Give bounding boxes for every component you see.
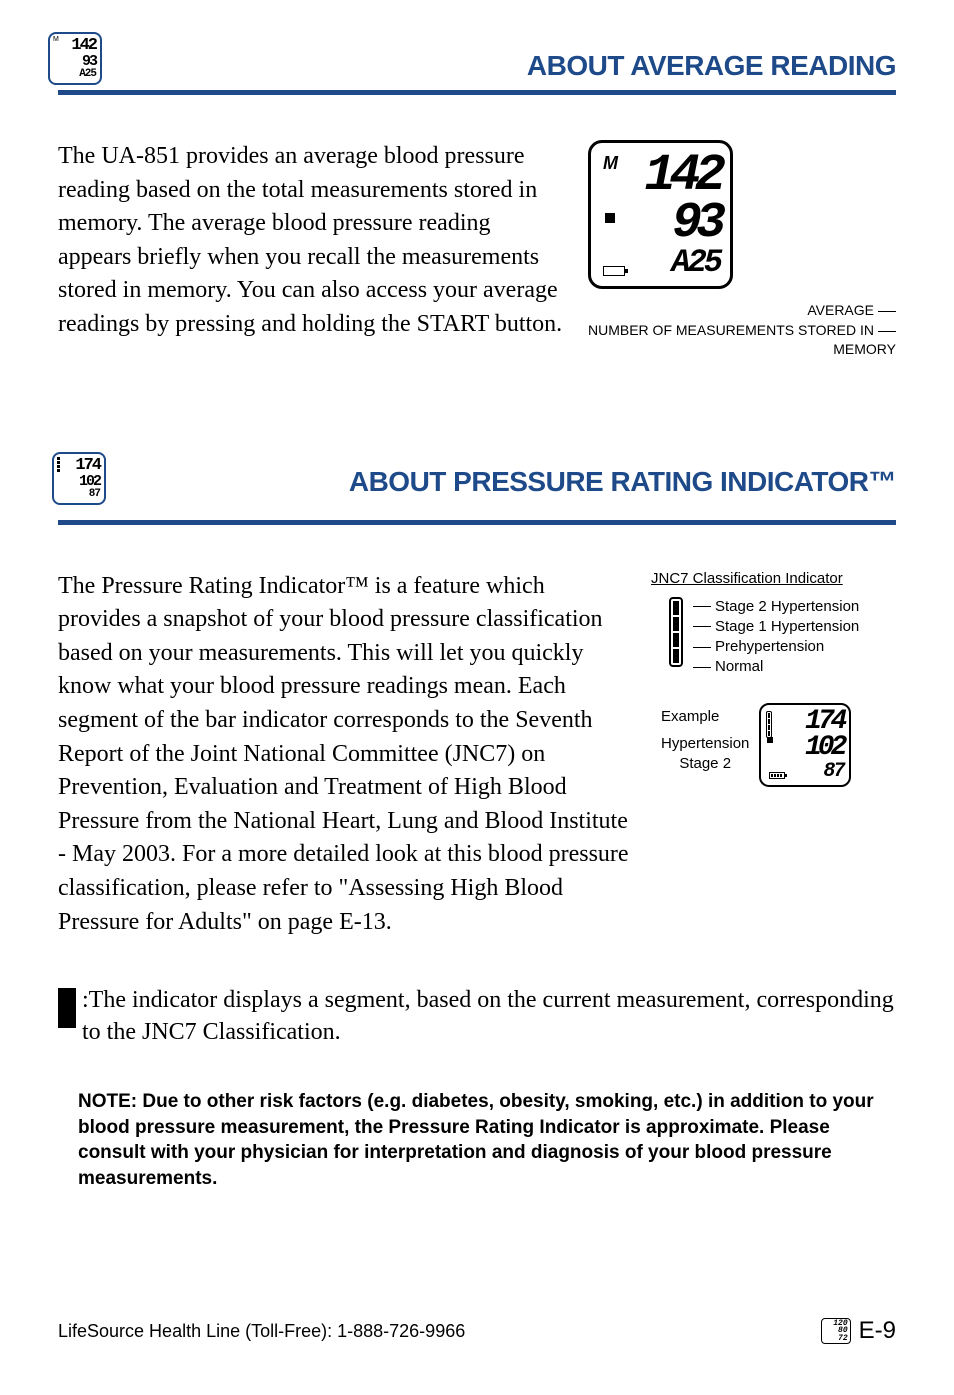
footer-phone: LifeSource Health Line (Toll-Free): 1-88… xyxy=(58,1321,465,1342)
section2-sidebar: JNC7 Classification Indicator Stage 2 Hy… xyxy=(651,570,896,787)
lcd-pulse: 87 xyxy=(58,489,100,500)
section1-title: ABOUT AVERAGE READING xyxy=(527,50,896,82)
lcd-large-display: M 142 93 A25 xyxy=(588,140,733,289)
section1-body: The UA-851 provides an average blood pre… xyxy=(58,140,568,342)
lcd-callouts: AVERAGE NUMBER OF MEASUREMENTS STORED IN… xyxy=(588,301,896,360)
example-label: Stage 2 xyxy=(661,754,749,774)
callout-measurements1: NUMBER OF MEASUREMENTS STORED IN xyxy=(588,322,874,338)
page-number: E-9 xyxy=(859,1317,896,1345)
square-indicator-icon xyxy=(605,213,615,223)
indicator-text: :The indicator displays a segment, based… xyxy=(82,984,896,1049)
callout-average: AVERAGE xyxy=(807,302,874,318)
example-label: Hypertension xyxy=(661,734,749,754)
memory-icon: M xyxy=(53,36,59,43)
jnc-label: Stage 1 Hypertension xyxy=(693,617,859,637)
battery-icon xyxy=(769,772,785,779)
lcd-systolic: 142 xyxy=(601,151,720,200)
section2-title: ABOUT PRESSURE RATING INDICATOR™ xyxy=(349,466,896,498)
lcd-diastolic: 93 xyxy=(601,200,720,248)
jnc-indicator-diagram: Stage 2 Hypertension Stage 1 Hypertensio… xyxy=(669,597,896,678)
section2-content: The Pressure Rating Indicator™ is a feat… xyxy=(58,570,896,960)
jnc-labels: Stage 2 Hypertension Stage 1 Hypertensio… xyxy=(693,597,859,678)
lcd-diastolic: 102 xyxy=(58,474,100,489)
section2: 174 102 87 ABOUT PRESSURE RATING INDICAT… xyxy=(58,452,896,1192)
lcd-systolic: 174 xyxy=(58,457,100,474)
footer-right: 120 80 72 E-9 xyxy=(821,1317,896,1345)
example-labels: Example Hypertension Stage 2 xyxy=(661,703,749,774)
jnc-label: Normal xyxy=(693,657,859,677)
jnc-label: Stage 2 Hypertension xyxy=(693,597,859,617)
page-footer: LifeSource Health Line (Toll-Free): 1-88… xyxy=(58,1317,896,1345)
section1-divider xyxy=(58,90,896,95)
example-label: Example xyxy=(661,707,749,727)
lcd-example-display: 174 102 87 xyxy=(759,703,851,787)
section1-right-column: M 142 93 A25 AVERAGE NUMBER OF MEASUREME… xyxy=(588,140,896,360)
section1-content: The UA-851 provides an average blood pre… xyxy=(58,140,896,362)
jnc-title: JNC7 Classification Indicator xyxy=(651,570,896,587)
jnc-label: Prehypertension xyxy=(693,637,859,657)
note-text: NOTE: Due to other risk factors (e.g. di… xyxy=(58,1089,896,1192)
square-indicator-icon xyxy=(767,737,773,743)
lcd-systolic: 142 xyxy=(54,37,96,54)
example-box: Example Hypertension Stage 2 174 102 87 xyxy=(661,703,896,787)
pressure-bar-icon xyxy=(766,711,772,738)
indicator-segment-icon xyxy=(58,988,76,1028)
jnc-bar-icon xyxy=(669,597,683,667)
footer-lcd-icon: 120 80 72 xyxy=(821,1318,851,1344)
battery-icon xyxy=(603,266,625,276)
section2-divider xyxy=(58,520,896,525)
lcd-diastolic: 93 xyxy=(54,54,96,69)
section1-icon-lcd: M 142 93 A25 xyxy=(48,32,102,85)
section2-icon-lcd: 174 102 87 xyxy=(52,452,106,505)
indicator-paragraph: :The indicator displays a segment, based… xyxy=(58,984,896,1049)
lcd-average: A25 xyxy=(54,69,96,80)
lcd-systolic: 174 xyxy=(767,709,843,736)
memory-icon: M xyxy=(603,155,618,172)
section2-header: 174 102 87 ABOUT PRESSURE RATING INDICAT… xyxy=(58,452,896,512)
section1-header: M 142 93 A25 ABOUT AVERAGE READING xyxy=(58,50,896,82)
callout-measurements2: MEMORY xyxy=(833,341,896,357)
lcd-diastolic: 102 xyxy=(767,735,843,762)
section2-body: The Pressure Rating Indicator™ is a feat… xyxy=(58,570,633,940)
pressure-bar-icon xyxy=(57,457,60,472)
